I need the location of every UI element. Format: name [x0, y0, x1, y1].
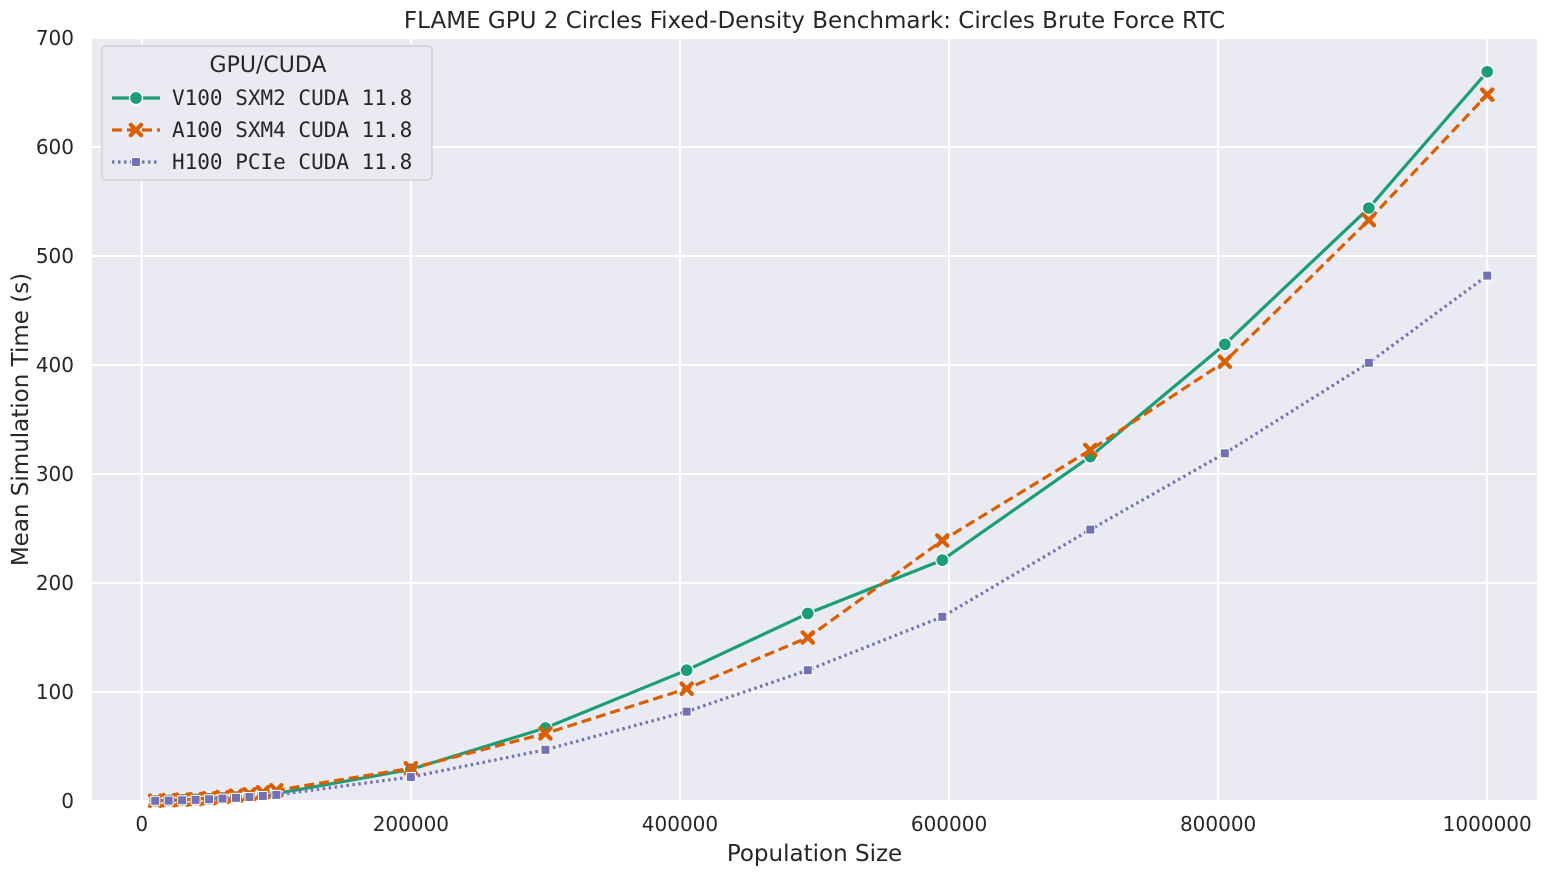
legend-entries: V100 SXM2 CUDA 11.8 A100 SXM4 CUDA 11.8 H1… [112, 86, 412, 174]
legend-title: GPU/CUDA [210, 53, 327, 78]
legend-entry: V100 SXM2 CUDA 11.8 [112, 86, 412, 110]
x-tick-label: 400000 [642, 812, 718, 836]
x-tick-label: 600000 [911, 812, 987, 836]
y-tick-label: 300 [36, 462, 74, 486]
data-point-square [271, 789, 282, 800]
x-axis-label: Population Size [727, 841, 902, 867]
data-point-square [1363, 357, 1374, 368]
legend-label: H100 PCIe CUDA 11.8 [172, 150, 412, 174]
x-tick-label: 0 [135, 812, 148, 836]
y-tick-label: 200 [36, 571, 74, 595]
data-point-square [405, 772, 416, 783]
data-point-square [1085, 524, 1096, 535]
y-tick-label: 700 [36, 26, 74, 50]
y-tick-label: 600 [36, 135, 74, 159]
data-point-x [1479, 87, 1495, 102]
data-point-square [217, 793, 228, 804]
data-point-circle [128, 90, 144, 106]
data-point-x [1217, 354, 1233, 370]
data-point-square [163, 795, 174, 806]
legend-label: A100 SXM4 CUDA 11.8 [172, 118, 412, 142]
y-tick-label: 0 [61, 789, 74, 813]
data-point-square [1482, 270, 1493, 281]
data-point-circle [1361, 200, 1376, 216]
grid [92, 37, 1537, 802]
data-point-square [540, 744, 551, 755]
data-point-x [800, 630, 816, 645]
data-point-square [150, 795, 161, 806]
data-point-x [1361, 212, 1377, 228]
data-point-square [177, 795, 188, 806]
legend-entry: A100 SXM4 CUDA 11.8 [112, 118, 412, 142]
data-point-square [681, 706, 692, 717]
data-point-square [244, 791, 255, 802]
data-point-square [131, 157, 141, 167]
x-tick-label: 1000000 [1443, 812, 1532, 836]
y-tick-label: 500 [36, 244, 74, 268]
legend-entry: H100 PCIe CUDA 11.8 [112, 150, 412, 174]
data-point-square [190, 794, 201, 805]
axes: 0 200000 400000 600000 800000 1000000 0 100 200 3… [36, 26, 1532, 836]
y-tick-label: 400 [36, 353, 74, 377]
data-point-x [935, 533, 950, 548]
x-tick-label: 200000 [373, 812, 449, 836]
data-point-square [1219, 448, 1230, 459]
data-point-square [204, 794, 215, 805]
series-layer [147, 64, 1495, 808]
data-point-x [538, 726, 553, 741]
data-point-square [257, 790, 268, 801]
data-point-x [1083, 442, 1098, 458]
data-point-x [679, 681, 694, 697]
data-point-circle [800, 606, 815, 621]
data-point-x [403, 761, 419, 776]
data-point-x [128, 122, 144, 138]
chart-title: FLAME GPU 2 Circles Fixed-Density Benchm… [404, 8, 1225, 34]
data-point-square [802, 665, 813, 676]
data-point-square [937, 611, 948, 622]
legend-label: V100 SXM2 CUDA 11.8 [172, 86, 412, 110]
legend-box [101, 45, 433, 181]
series-3 [150, 270, 1493, 806]
data-point-circle [679, 663, 694, 678]
data-point-circle [935, 552, 950, 568]
y-axis-label: Mean Simulation Time (s) [8, 273, 34, 566]
data-point-square [230, 792, 241, 803]
legend: GPU/CUDA V100 SXM2 CUDA 11.8 A100 SXM4 CU… [101, 45, 433, 181]
data-point-circle [1480, 64, 1495, 79]
x-tick-label: 800000 [1180, 812, 1256, 836]
y-tick-label: 100 [36, 680, 74, 704]
data-point-circle [1217, 337, 1233, 352]
